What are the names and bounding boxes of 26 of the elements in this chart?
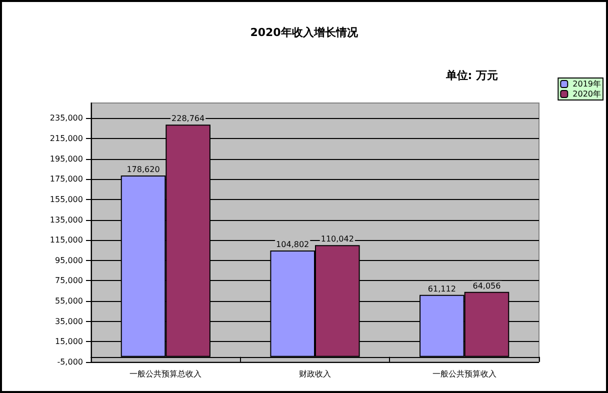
- y-tick-label: 175,000: [50, 174, 83, 184]
- y-tick-label: 75,000: [55, 276, 83, 286]
- y-tick-label: 15,000: [55, 337, 83, 346]
- y-tick-label: 95,000: [55, 256, 83, 265]
- y-tick-label: 195,000: [50, 154, 83, 164]
- y-tick-label: 55,000: [55, 296, 83, 306]
- x-tick-label: 一般公共预算总收入: [130, 370, 202, 378]
- x-tick-label: 财政收入: [299, 370, 331, 378]
- chart-title: 2020年收入增长情况: [250, 26, 359, 39]
- y-tick-label: 155,000: [50, 194, 83, 204]
- text: 单位: 万元: [444, 69, 498, 82]
- data-label: 228,764: [172, 114, 205, 124]
- data-label: 110,042: [320, 234, 354, 244]
- y-tick-label: -5,000: [57, 358, 83, 366]
- legend-label: 2019年: [572, 80, 601, 88]
- x-tick-label: 一般公共预算收入: [432, 370, 496, 378]
- data-label: 104,802: [276, 240, 310, 249]
- y-tick-label: 235,000: [50, 114, 83, 123]
- y-tick-label: 135,000: [50, 215, 83, 224]
- data-label: 61,112: [428, 284, 456, 294]
- y-tick-label: 35,000: [55, 316, 83, 326]
- y-tick-label: 215,000: [50, 134, 83, 144]
- data-label: 64,056: [472, 281, 501, 290]
- data-label: 178,620: [126, 165, 160, 174]
- legend-label: 2020年: [572, 90, 601, 98]
- y-tick-label: 115,000: [50, 236, 83, 245]
